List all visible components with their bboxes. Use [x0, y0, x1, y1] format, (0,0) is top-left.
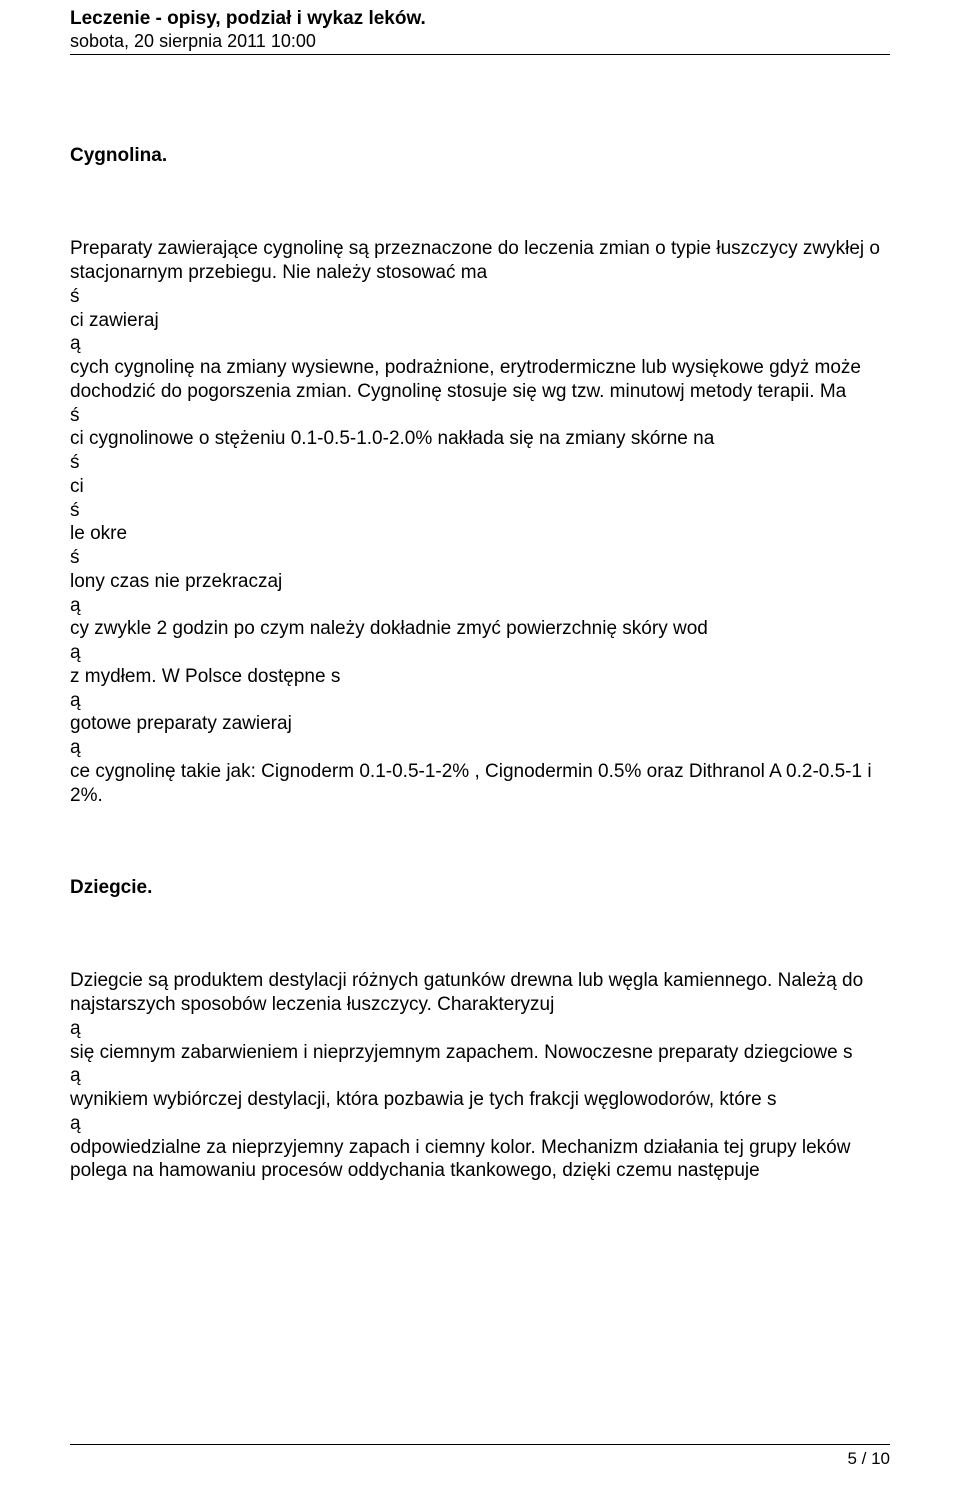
body-line: ą — [70, 594, 890, 618]
body-line: się ciemnym zabarwieniem i nieprzyjemnym… — [70, 1041, 890, 1065]
body-line: ą — [70, 689, 890, 713]
body-line: Dziegcie są produktem destylacji różnych… — [70, 969, 890, 1017]
body-line: ś — [70, 285, 890, 309]
body-line: ą — [70, 1064, 890, 1088]
body-line: ś — [70, 451, 890, 475]
section-body-2: Dziegcie są produktem destylacji różnych… — [70, 969, 890, 1183]
body-line: lony czas nie przekraczaj — [70, 570, 890, 594]
body-line: ci cygnolinowe o stężeniu 0.1-0.5-1.0-2.… — [70, 427, 890, 451]
body-line: ą — [70, 641, 890, 665]
body-line: z mydłem. W Polsce dostępne s — [70, 665, 890, 689]
body-line: ś — [70, 404, 890, 428]
body-line: ce cygnolinę takie jak: Cignoderm 0.1-0.… — [70, 760, 890, 808]
document-page: Leczenie - opisy, podział i wykaz leków.… — [0, 0, 960, 1487]
body-line: ci — [70, 475, 890, 499]
body-line: ą — [70, 1017, 890, 1041]
body-line: cy zwykle 2 godzin po czym należy dokład… — [70, 617, 890, 641]
body-line: ci zawieraj — [70, 309, 890, 333]
header-rule — [70, 54, 890, 55]
body-line: ś — [70, 499, 890, 523]
section-gap — [70, 807, 890, 877]
section-heading-1: Cygnolina. — [70, 145, 890, 167]
body-line: le okre — [70, 522, 890, 546]
body-line: Preparaty zawierające cygnolinę są przez… — [70, 237, 890, 285]
section-heading-2: Dziegcie. — [70, 877, 890, 899]
page-number: 5 / 10 — [70, 1449, 890, 1469]
body-line: cych cygnolinę na zmiany wysiewne, podra… — [70, 356, 890, 404]
body-line: ą — [70, 332, 890, 356]
body-line: gotowe preparaty zawieraj — [70, 712, 890, 736]
body-line: ą — [70, 736, 890, 760]
body-line: ą — [70, 1112, 890, 1136]
body-line: wynikiem wybiórczej destylacji, która po… — [70, 1088, 890, 1112]
footer: 5 / 10 — [70, 1444, 890, 1469]
doc-date: sobota, 20 sierpnia 2011 10:00 — [70, 31, 890, 53]
footer-rule — [70, 1444, 890, 1445]
body-line: ś — [70, 546, 890, 570]
body-line: odpowiedzialne za nieprzyjemny zapach i … — [70, 1136, 890, 1184]
section-body-1: Preparaty zawierające cygnolinę są przez… — [70, 237, 890, 807]
doc-title: Leczenie - opisy, podział i wykaz leków. — [70, 8, 890, 31]
